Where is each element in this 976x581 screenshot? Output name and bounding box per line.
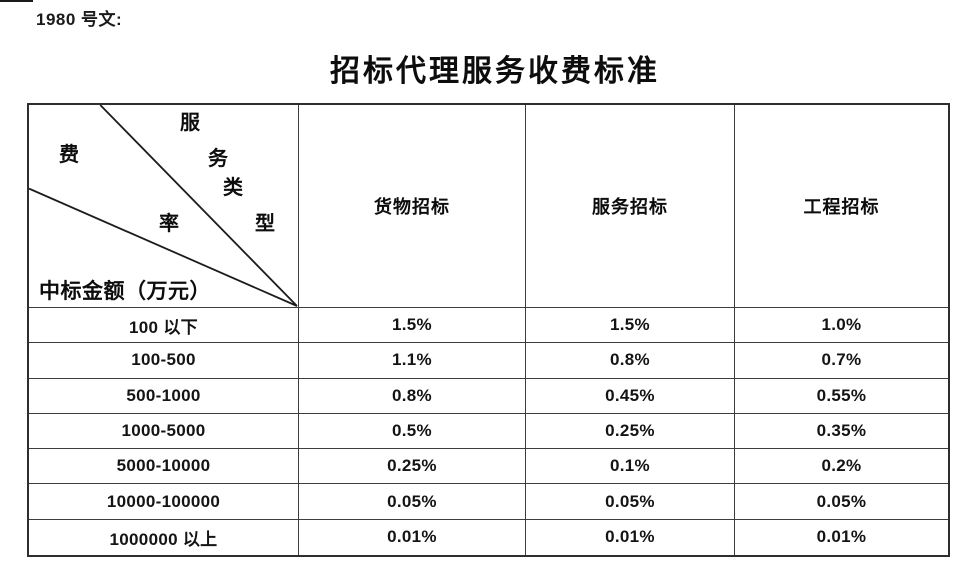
row-range-label: 100-500: [29, 343, 299, 379]
row-range-label: 500-1000: [29, 378, 299, 414]
row-range-label: 1000000 以上: [29, 519, 299, 555]
fee-value: 0.5%: [299, 413, 526, 450]
diagonal-lines: [29, 105, 298, 307]
row-axis-label: 中标金额（万元）: [39, 279, 211, 303]
fee-value: 0.7%: [735, 343, 948, 379]
row-range-label: 5000-10000: [29, 449, 299, 485]
corner-service-type-char: 类: [223, 177, 243, 199]
fee-value: 0.25%: [526, 413, 735, 450]
fee-value: 0.05%: [526, 484, 735, 520]
column-header-goods: 货物招标: [299, 105, 526, 308]
row-range-label: 10000-100000: [29, 484, 299, 520]
corner-service-type-char: 服: [180, 112, 200, 134]
fee-value: 0.25%: [299, 449, 526, 485]
fee-value: 0.8%: [299, 378, 526, 414]
fee-value: 0.55%: [735, 379, 948, 414]
fee-value: 0.01%: [299, 519, 526, 555]
fee-value: 0.35%: [735, 414, 948, 450]
diagonal-corner-cell: 费 率 服 务 类 型 中标金额（万元）: [29, 105, 299, 308]
fee-value: 0.01%: [816, 527, 867, 547]
row-range-label: 1000-5000: [29, 413, 299, 450]
fee-value: 1.5%: [526, 308, 735, 344]
corner-rate-char: 率: [159, 213, 179, 235]
corner-service-type-char: 务: [208, 148, 228, 170]
corner-service-type-char: 型: [255, 213, 275, 235]
fee-value: 0.2%: [735, 449, 948, 485]
fee-value: 0.01%: [526, 519, 735, 555]
fee-value: 0.8%: [526, 343, 735, 379]
page-title: 招标代理服务收费标准: [330, 55, 660, 88]
column-header-engineering: 工程招标: [735, 105, 948, 308]
fee-value: 0.45%: [526, 378, 735, 414]
fee-standard-table: 费 率 服 务 类 型 中标金额（万元） 货物招标 服务招标 工程招标 100 …: [27, 103, 950, 557]
fee-value: 0.05%: [299, 484, 526, 520]
row-range-label: 100 以下: [29, 308, 299, 344]
fee-value: 0.05%: [735, 484, 948, 520]
fee-value: 1.1%: [299, 343, 526, 379]
column-header-service: 服务招标: [526, 105, 735, 308]
doc-number-label: 1980 号文:: [36, 10, 123, 29]
corner-fee-char: 费: [59, 144, 79, 166]
fee-value: 1.5%: [299, 308, 526, 344]
fee-value: 0.1%: [526, 449, 735, 485]
fee-value: 1.0%: [735, 308, 948, 344]
page-edge-artifact: [0, 0, 33, 2]
